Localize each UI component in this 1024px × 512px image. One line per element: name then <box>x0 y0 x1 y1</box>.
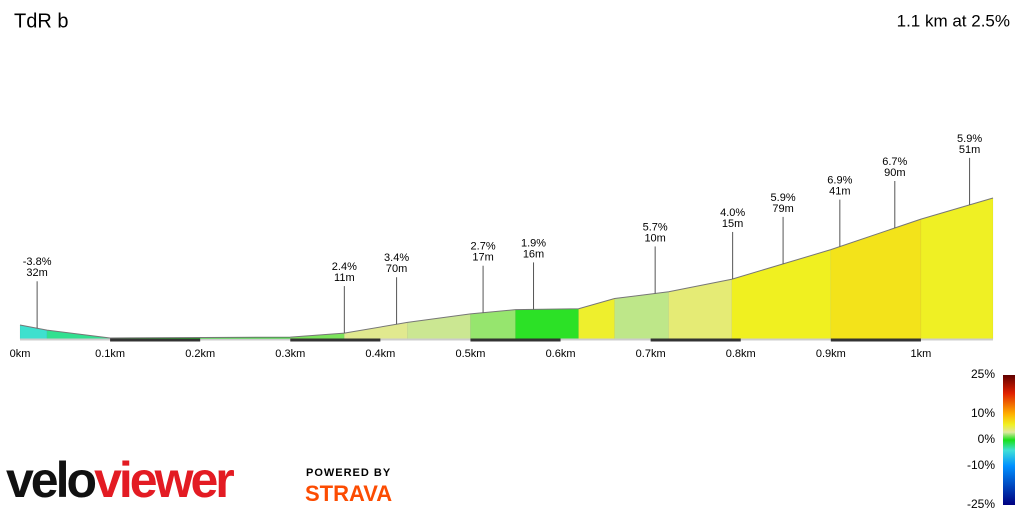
colorbar-tick-label: 0% <box>978 432 996 446</box>
grade-segment <box>470 309 516 340</box>
annotation-grade: 1.9% <box>521 237 546 249</box>
x-tick-label: 0.3km <box>275 348 305 360</box>
grade-segment <box>614 291 669 340</box>
annotation-grade: 5.9% <box>771 192 796 204</box>
x-tick-label: 1km <box>911 348 932 360</box>
annotation-grade: 3.4% <box>384 252 409 264</box>
colorbar-tick-label: 10% <box>971 406 995 420</box>
annotation-grade: 6.9% <box>827 175 852 187</box>
colorbar-tick-label: -25% <box>967 497 995 511</box>
x-tick-label: 0km <box>10 348 31 360</box>
grade-segment <box>578 298 615 340</box>
x-tick-label: 0.7km <box>636 348 666 360</box>
annotation-grade: 2.4% <box>332 261 357 273</box>
x-tick-label: 0.2km <box>185 348 215 360</box>
grade-segment <box>920 197 994 340</box>
x-tick-label: 0.8km <box>726 348 756 360</box>
x-tick-label: 0.1km <box>95 348 125 360</box>
annotation-length: 11m <box>334 272 355 284</box>
colorbar <box>1003 375 1015 505</box>
grade-segment <box>830 218 922 340</box>
powered-by: POWERED BY <box>306 467 391 479</box>
annotation-length: 41m <box>829 186 850 198</box>
logo-velo: veloviewer <box>6 452 234 508</box>
annotation-length: 70m <box>386 263 407 275</box>
annotation-length: 16m <box>523 248 544 260</box>
x-tick-label: 0.4km <box>365 348 395 360</box>
logo-velo-text: velo <box>6 452 96 508</box>
annotation-length: 32m <box>26 267 47 279</box>
colorbar-tick-label: -10% <box>967 458 995 472</box>
grade-segment <box>668 278 732 340</box>
profile-outline <box>19 197 994 339</box>
x-tick-label: 0.9km <box>816 348 846 360</box>
logo: veloviewer POWERED BY STRAVA <box>6 452 392 508</box>
grade-segment <box>344 322 408 340</box>
x-tick-label: 0.6km <box>546 348 576 360</box>
annotation-grade: 6.7% <box>882 156 907 168</box>
strava: STRAVA <box>305 481 392 506</box>
x-tick-label: 0.5km <box>455 348 485 360</box>
annotation-length: 15m <box>722 218 743 230</box>
colorbar-tick-label: 25% <box>971 367 995 381</box>
annotation-grade: 4.0% <box>720 207 745 219</box>
logo-viewer-text: viewer <box>94 452 234 508</box>
annotation-length: 79m <box>772 203 793 215</box>
annotation-length: 51m <box>959 144 980 156</box>
chart-subtitle: 1.1 km at 2.5% <box>897 11 1010 30</box>
annotation-grade: 2.7% <box>471 241 496 253</box>
annotation-length: 10m <box>644 232 665 244</box>
chart-title: TdR b <box>14 10 68 32</box>
annotation-length: 90m <box>884 167 905 179</box>
grade-segment <box>515 308 579 340</box>
annotation-length: 17m <box>472 252 493 264</box>
annotation-grade: -3.8% <box>23 256 52 268</box>
annotation-grade: 5.9% <box>957 133 982 145</box>
grade-segment <box>731 249 832 340</box>
annotation-grade: 5.7% <box>643 221 668 233</box>
